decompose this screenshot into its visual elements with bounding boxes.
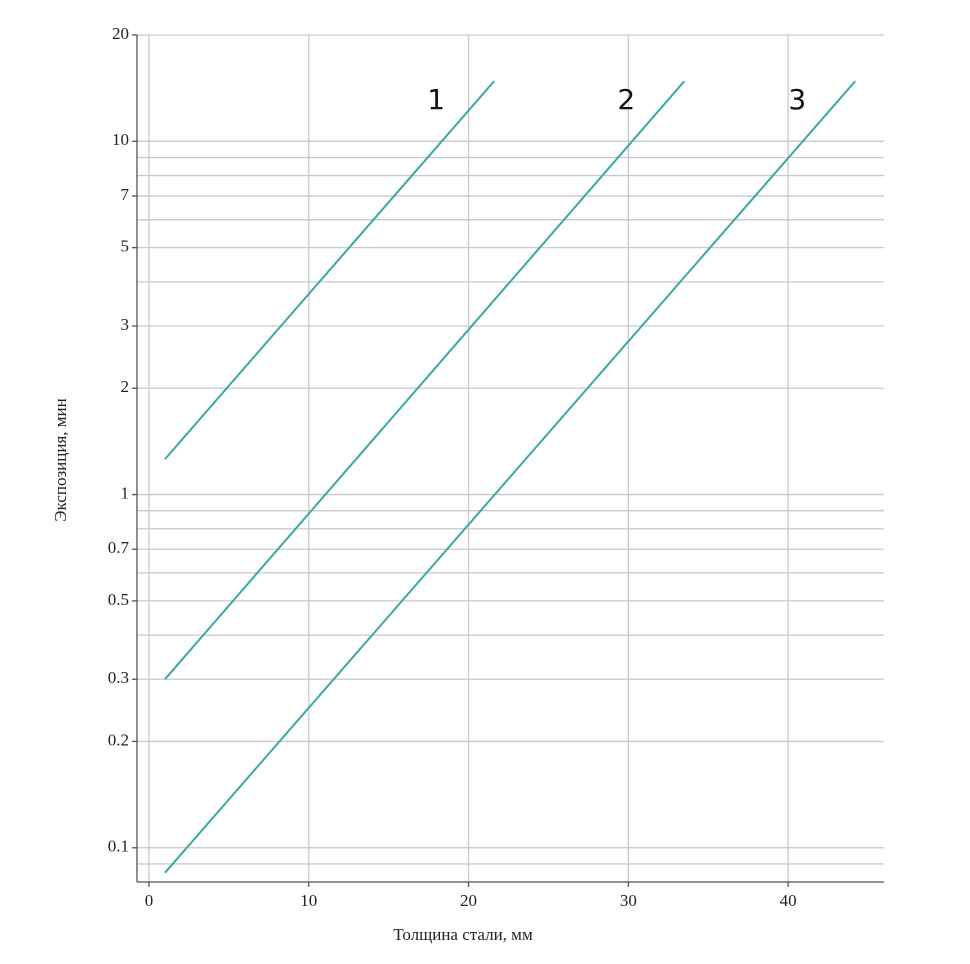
y-tick-label: 0.3 bbox=[108, 668, 129, 687]
series-line bbox=[164, 80, 856, 874]
y-tick-label: 7 bbox=[121, 185, 130, 204]
y-tick-label: 0.1 bbox=[108, 837, 129, 856]
x-tick-label: 20 bbox=[460, 891, 477, 910]
y-tick-label: 2 bbox=[121, 377, 130, 396]
y-tick-label: 10 bbox=[112, 130, 129, 149]
x-tick-label: 30 bbox=[620, 891, 637, 910]
series-line bbox=[164, 80, 686, 680]
x-tick-label: 0 bbox=[145, 891, 154, 910]
y-tick-label: 0.2 bbox=[108, 730, 129, 749]
y-tick-label: 20 bbox=[112, 24, 129, 43]
series-label: 2 bbox=[617, 83, 635, 116]
x-axis-label: Толщина стали, мм bbox=[393, 925, 533, 944]
y-tick-label: 3 bbox=[121, 315, 130, 334]
x-tick-label: 10 bbox=[300, 891, 317, 910]
y-axis-label: Экспозиция, мин bbox=[51, 398, 70, 521]
x-tick-label: 40 bbox=[780, 891, 797, 910]
series-label: 3 bbox=[788, 83, 806, 116]
y-tick-label: 5 bbox=[121, 237, 130, 256]
series-label: 1 bbox=[427, 83, 445, 116]
y-tick-label: 1 bbox=[121, 483, 130, 502]
y-tick-label: 0.5 bbox=[108, 590, 129, 609]
series-line bbox=[164, 80, 495, 460]
y-tick-label: 0.7 bbox=[108, 538, 130, 557]
